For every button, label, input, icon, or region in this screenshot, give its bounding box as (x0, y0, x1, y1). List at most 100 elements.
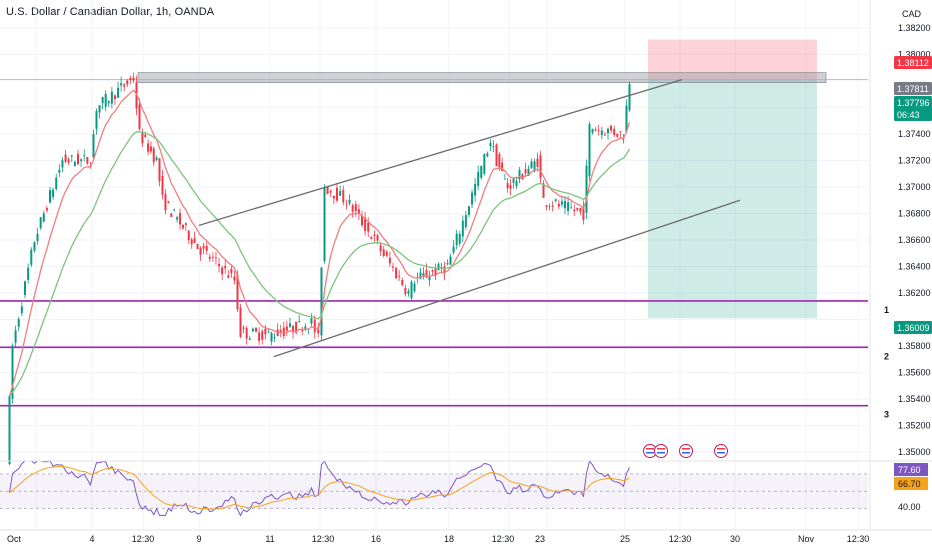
candle-body (573, 209, 576, 212)
channel-upper-line[interactable] (198, 78, 683, 227)
entry-price-tag-bg (894, 82, 932, 95)
flag-stripe (657, 448, 665, 450)
candle-body (164, 194, 167, 211)
time-tick-label: Oct (7, 534, 22, 544)
candle-body (199, 247, 202, 255)
horizontal-levels[interactable]: 1 2 3 (0, 300, 889, 420)
candle-body (570, 207, 573, 209)
candle-body (20, 306, 23, 314)
candle-body (282, 327, 285, 336)
take-profit-zone[interactable] (648, 79, 817, 319)
candle-body (600, 130, 603, 136)
candle-body (170, 213, 173, 218)
candle-body (613, 128, 616, 136)
price-tick-label: 1.35800 (898, 341, 931, 351)
time-axis[interactable]: Oct 4 12:30 9 11 12:30 16 18 12:30 23 25 12:30 30 Nov… (0, 529, 932, 544)
candle-body (625, 105, 628, 132)
candle-body (564, 201, 566, 209)
level-label-3: 3 (884, 410, 889, 420)
candle-body (147, 143, 150, 152)
economic-events[interactable] (643, 444, 728, 458)
candle-body (310, 318, 313, 324)
candle-body (619, 131, 622, 132)
candle-body (55, 177, 58, 190)
candle-body (77, 153, 79, 165)
candle-body (401, 280, 404, 286)
candle-body (8, 396, 11, 464)
candle-body (233, 276, 236, 281)
candle-body (382, 249, 385, 256)
candle-body (585, 165, 588, 213)
candle-body (567, 202, 570, 211)
fast-ma-line (8, 89, 631, 397)
flag-stripe (682, 448, 690, 450)
price-tick-label: 1.35600 (898, 368, 931, 378)
resistance-zone-rect[interactable] (137, 72, 827, 83)
candle-body (49, 190, 51, 203)
candles[interactable] (8, 72, 631, 466)
candle-body (367, 222, 370, 232)
candle-body (594, 129, 597, 131)
channel-lower-line[interactable] (273, 199, 741, 358)
candle-body (323, 187, 326, 262)
candle-body (285, 326, 288, 331)
price-channel[interactable] (198, 78, 741, 358)
price-axis[interactable]: CAD1.382001.380001.376001.374001.372001.… (869, 0, 931, 530)
candle-body (248, 338, 251, 340)
flag-stripe (717, 452, 725, 454)
candle-body (373, 234, 376, 236)
price-tick-label: 1.36400 (898, 261, 931, 271)
candle-body (144, 134, 147, 137)
time-tick-label: 30 (730, 534, 740, 544)
candle-body (173, 209, 176, 211)
candle-body (24, 281, 26, 295)
candle-body (489, 143, 492, 147)
us-flag-icon[interactable] (654, 444, 668, 458)
candle-body (158, 158, 161, 182)
candle-body (530, 161, 533, 168)
candle-body (336, 187, 338, 201)
candle-body (603, 134, 606, 136)
candle-body (486, 153, 489, 157)
candle-body (261, 331, 264, 340)
moving-averages (8, 89, 631, 397)
candle-body (27, 267, 30, 280)
candle-body (474, 183, 477, 196)
candle-body (452, 246, 455, 253)
candle-body (477, 172, 480, 187)
level-label-2: 2 (884, 351, 889, 361)
candle-body (107, 101, 110, 104)
candle-body (239, 307, 242, 337)
short-position-tool[interactable] (648, 39, 817, 319)
candle-body (458, 233, 461, 244)
time-tick-label: 4 (89, 534, 94, 544)
candle-body (110, 91, 113, 104)
candle-body (329, 190, 332, 193)
candle-body (73, 161, 76, 167)
candle-body (187, 231, 190, 241)
us-flag-icon[interactable] (714, 444, 728, 458)
us-flag-icon[interactable] (679, 444, 693, 458)
candle-body (211, 256, 214, 258)
candle-body (461, 220, 464, 237)
candle-body (610, 125, 613, 131)
resistance-zone[interactable] (0, 72, 868, 83)
candle-body (190, 239, 193, 245)
last-price-tag-bg (894, 96, 932, 121)
candle-body (126, 80, 129, 85)
candle-body (129, 78, 132, 80)
candle-body (117, 87, 120, 98)
rsi-value-tag (894, 463, 928, 476)
candle-body (39, 217, 42, 229)
rsi-value-label: 77.60 (898, 465, 921, 475)
candle-body (506, 183, 509, 189)
candle-body (545, 205, 548, 207)
slow-ma-line (8, 131, 631, 397)
candle-body (113, 95, 116, 100)
time-tick-label: 12:30 (132, 534, 155, 544)
candle-body (320, 267, 323, 336)
rsi-pane[interactable] (0, 459, 932, 517)
candle-body (313, 319, 316, 333)
candle-body (622, 138, 625, 140)
